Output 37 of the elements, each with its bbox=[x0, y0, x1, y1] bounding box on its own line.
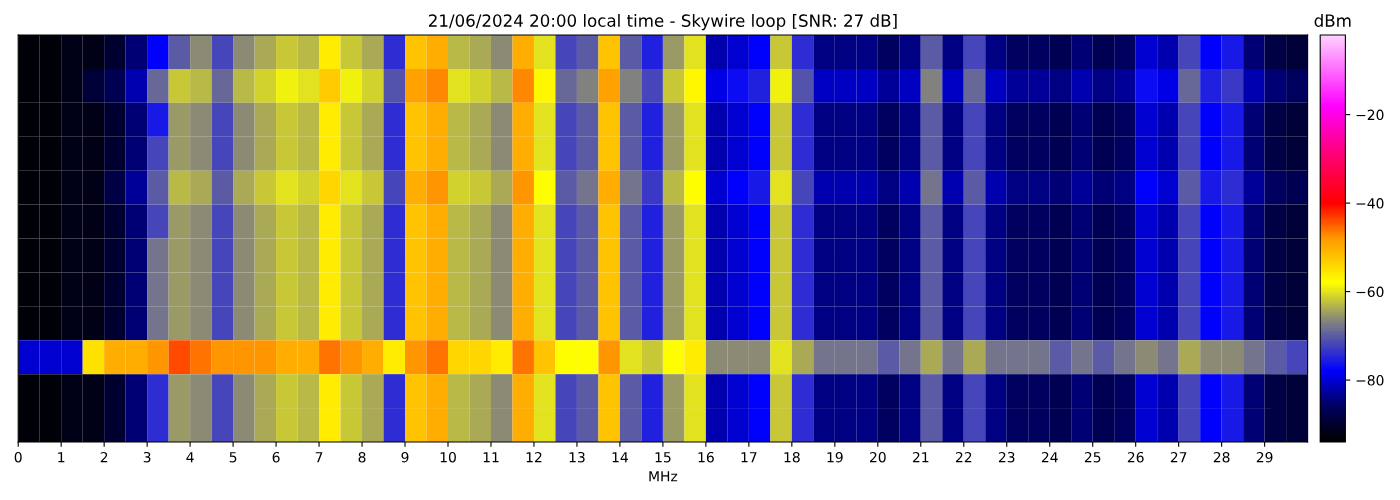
color-bar-label: −40 bbox=[1356, 198, 1384, 209]
x-tick-label: 14 bbox=[612, 452, 628, 463]
x-tick-label: 28 bbox=[1213, 451, 1230, 463]
x-tick-label: 25 bbox=[1084, 451, 1101, 463]
x-tick-label: 18 bbox=[784, 451, 800, 463]
x-tick-label: 22 bbox=[955, 451, 972, 463]
x-tick-label: 17 bbox=[741, 452, 757, 463]
color-bar-label: −80 bbox=[1356, 375, 1384, 386]
x-tick-label: 10 bbox=[440, 451, 456, 463]
x-tick-label: 19 bbox=[827, 451, 843, 463]
x-tick-label: 8 bbox=[358, 451, 366, 463]
x-tick-label: 9 bbox=[401, 451, 409, 463]
x-tick-label: 21 bbox=[912, 451, 929, 463]
x-tick-label: 7 bbox=[315, 452, 323, 463]
x-tick-label: 23 bbox=[998, 451, 1015, 463]
x-tick-label: 15 bbox=[655, 452, 671, 463]
x-tick-label: 16 bbox=[698, 451, 714, 463]
x-tick-label: 2 bbox=[100, 451, 108, 463]
x-tick-label: 20 bbox=[869, 451, 886, 463]
x-tick-label: 1 bbox=[58, 452, 65, 463]
x-tick-label: 5 bbox=[229, 452, 237, 463]
x-tick-label: 0 bbox=[14, 451, 22, 463]
color-bar-label: −20 bbox=[1356, 109, 1384, 121]
chart-title: 21/06/2024 20:00 local time - Skywire loop [SNR: 27 dB] bbox=[428, 14, 897, 31]
x-tick-label: 4 bbox=[186, 452, 194, 463]
color-bar-label: −60 bbox=[1356, 286, 1384, 298]
x-tick-label: 12 bbox=[526, 451, 542, 463]
color-bar-title: dBm bbox=[1314, 14, 1351, 27]
x-tick-label: 29 bbox=[1256, 451, 1273, 463]
x-tick-label: 24 bbox=[1041, 451, 1058, 463]
x-tick-label: 13 bbox=[569, 451, 585, 463]
x-tick-label: 3 bbox=[143, 451, 151, 463]
x-axis-title: MHz bbox=[649, 471, 678, 482]
x-tick-label: 11 bbox=[483, 452, 499, 463]
x-tick-label: 27 bbox=[1170, 451, 1187, 463]
x-tick-label: 6 bbox=[272, 451, 280, 463]
x-tick-label: 26 bbox=[1127, 451, 1144, 463]
